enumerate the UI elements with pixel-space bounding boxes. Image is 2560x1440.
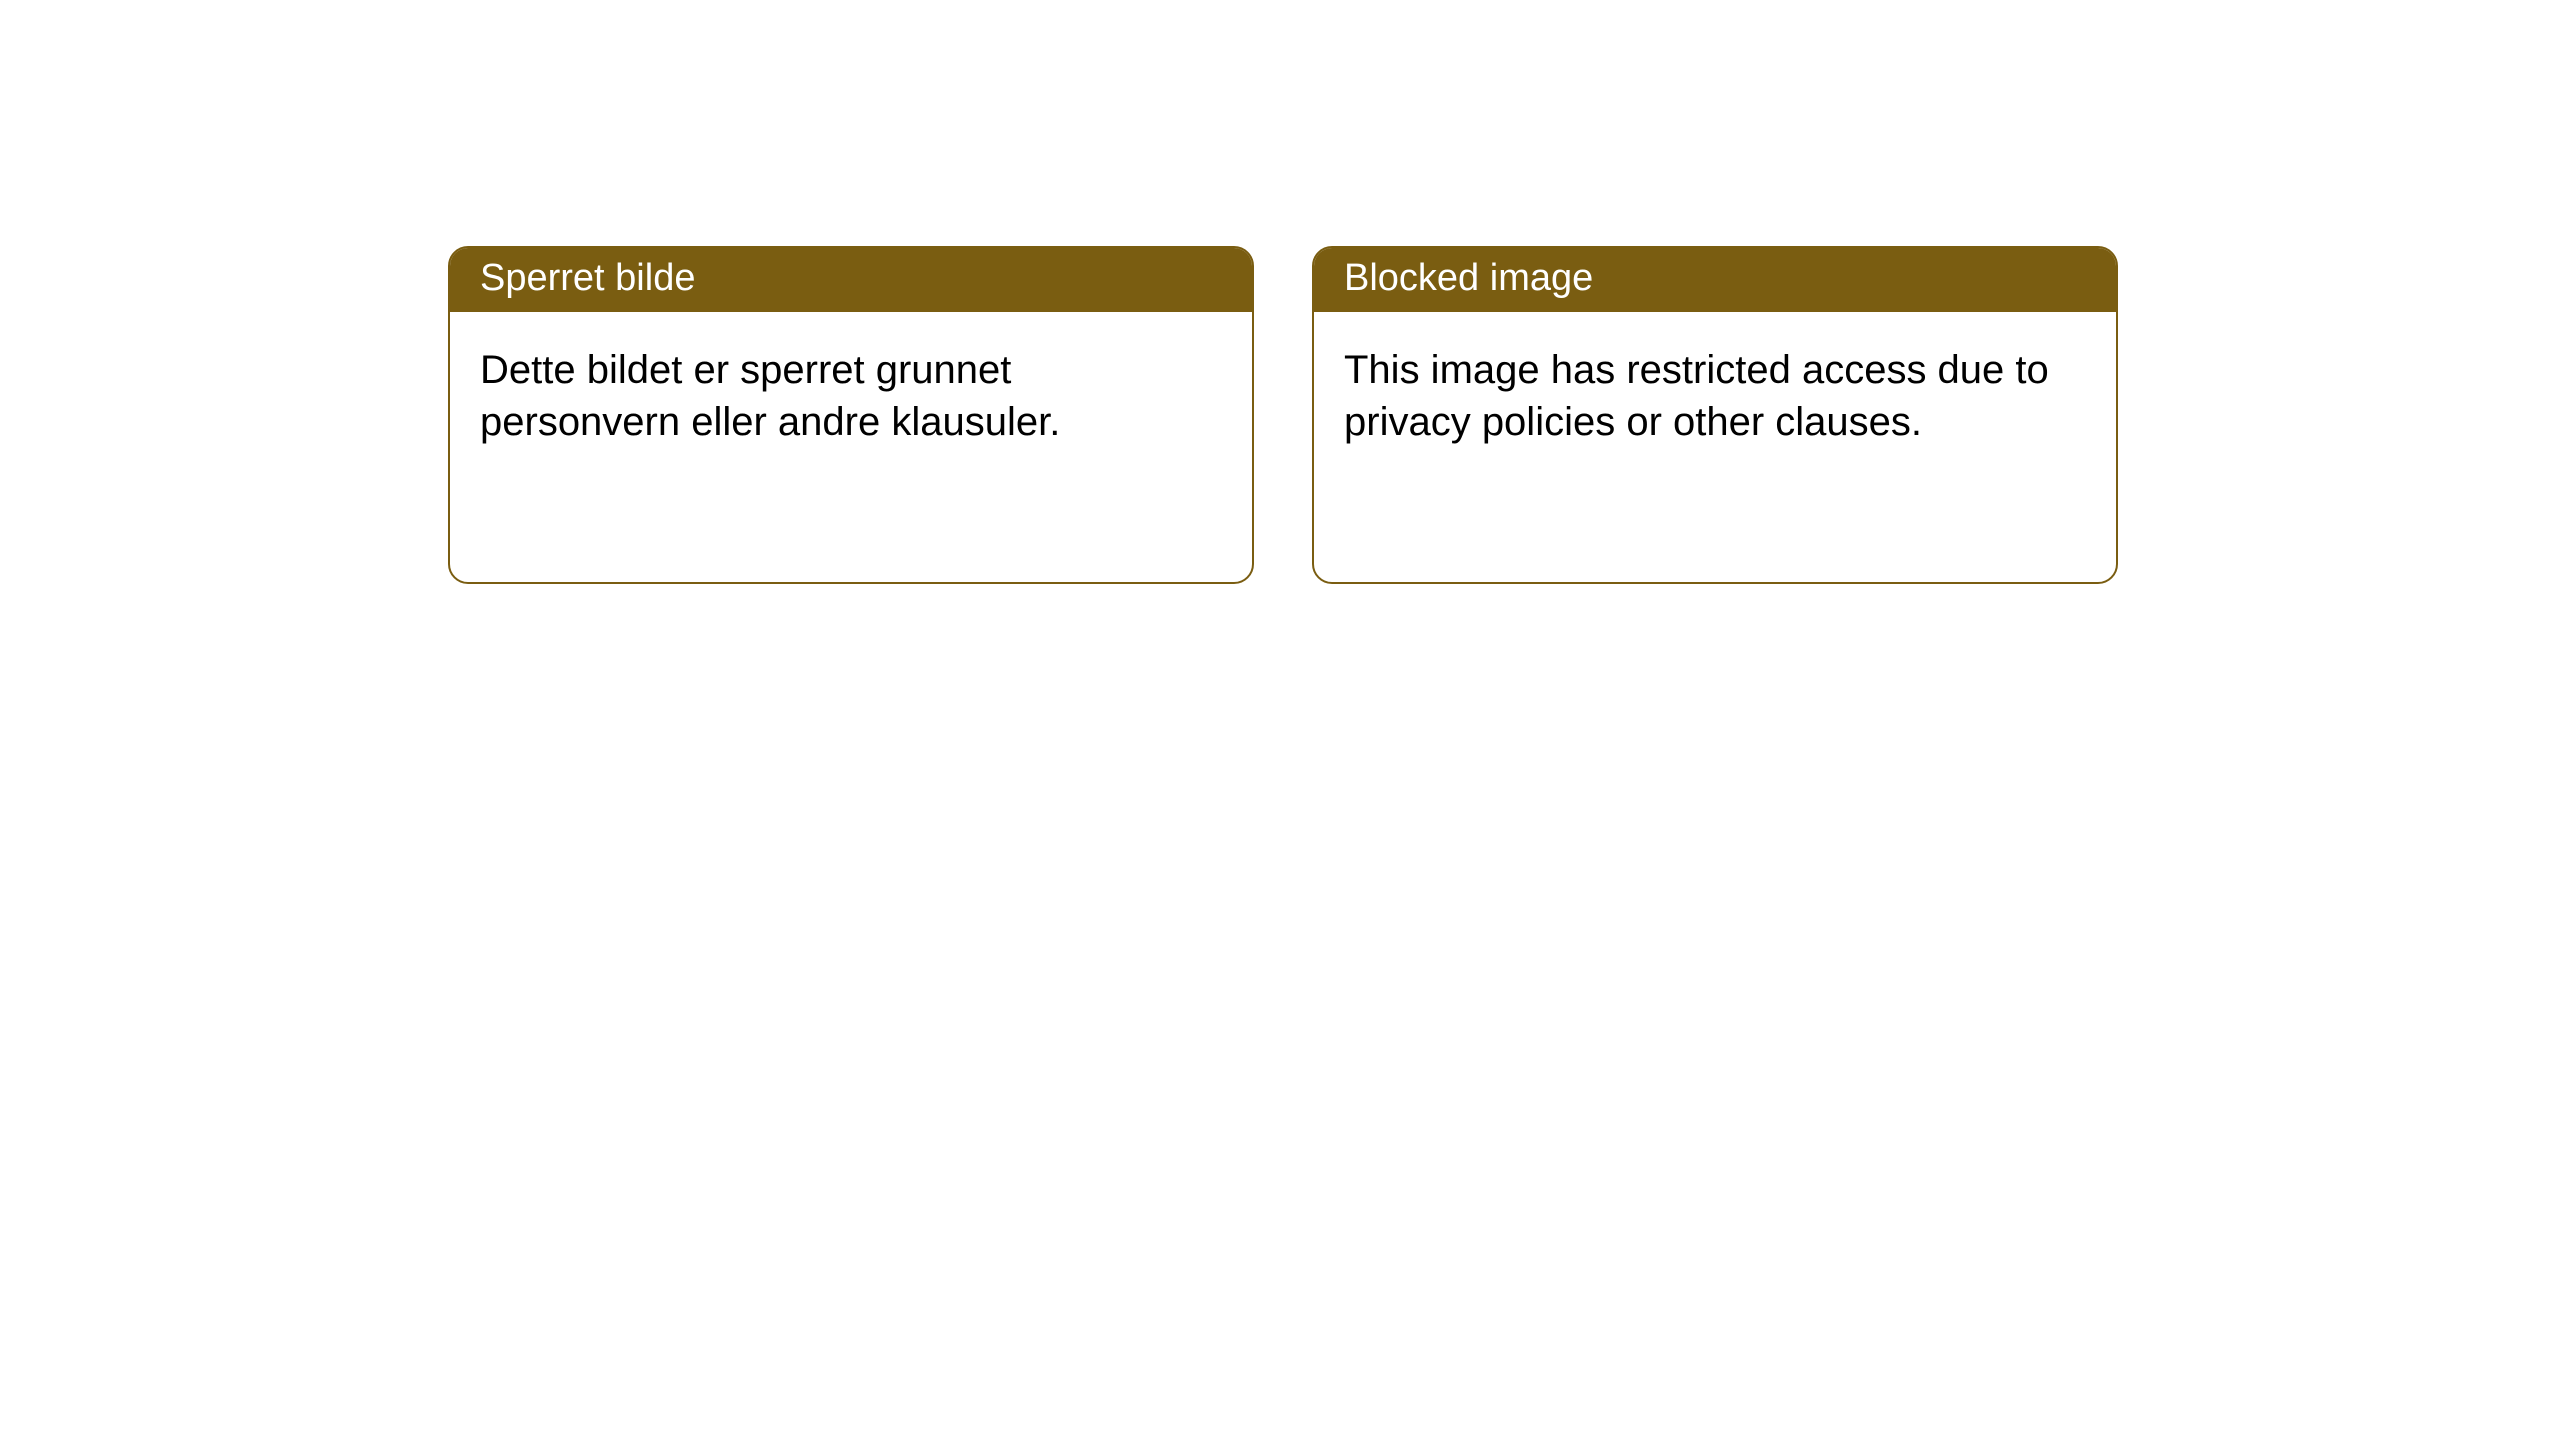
card-header-english: Blocked image [1314,248,2116,312]
notice-card-norwegian: Sperret bilde Dette bildet er sperret gr… [448,246,1254,584]
card-header-norwegian: Sperret bilde [450,248,1252,312]
card-body-english: This image has restricted access due to … [1314,312,2116,480]
card-title-english: Blocked image [1344,257,1593,299]
notice-cards-container: Sperret bilde Dette bildet er sperret gr… [448,246,2118,584]
card-body-norwegian: Dette bildet er sperret grunnet personve… [450,312,1252,480]
card-text-english: This image has restricted access due to … [1344,348,2049,444]
card-text-norwegian: Dette bildet er sperret grunnet personve… [480,348,1060,444]
card-title-norwegian: Sperret bilde [480,257,695,299]
notice-card-english: Blocked image This image has restricted … [1312,246,2118,584]
